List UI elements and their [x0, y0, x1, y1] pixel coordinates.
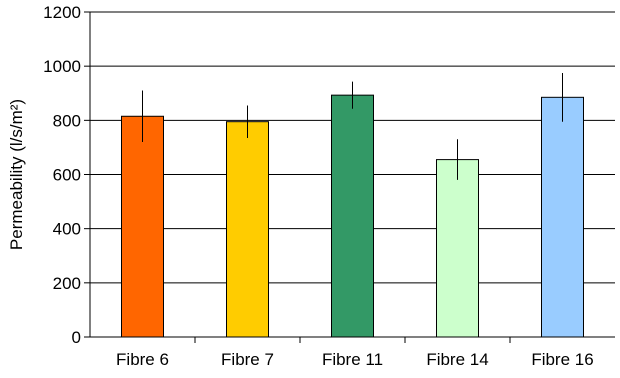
x-tick-label: Fibre 6 — [116, 350, 169, 369]
bars — [121, 94, 584, 338]
bar-fibre-14 — [436, 159, 479, 338]
y-tick-label: 400 — [53, 220, 81, 239]
x-tick-label: Fibre 11 — [322, 350, 383, 369]
y-axis-title: Permeability (l/s/m²) — [7, 99, 26, 250]
bar-fibre-11 — [331, 94, 374, 338]
bar-fibre-16 — [541, 96, 584, 338]
x-tick-label: Fibre 16 — [531, 350, 593, 369]
y-tick-label: 1200 — [43, 3, 81, 22]
bar-fibre-7 — [226, 121, 269, 338]
y-tick-label: 1000 — [43, 57, 81, 76]
error-bars — [142, 72, 563, 180]
y-tick-labels: 0 200 400 600 800 1000 1200 — [43, 3, 90, 347]
y-tick-label: 200 — [53, 274, 81, 293]
y-tick-label: 600 — [53, 166, 81, 185]
y-tick-label: 0 — [72, 328, 81, 347]
x-tick-labels: Fibre 6 Fibre 7 Fibre 11 Fibre 14 Fibre 16 — [116, 337, 594, 369]
bar-fibre-6 — [121, 115, 164, 338]
x-tick-label: Fibre 14 — [426, 350, 488, 369]
y-tick-label: 800 — [53, 111, 81, 130]
x-tick-label: Fibre 7 — [221, 350, 274, 369]
